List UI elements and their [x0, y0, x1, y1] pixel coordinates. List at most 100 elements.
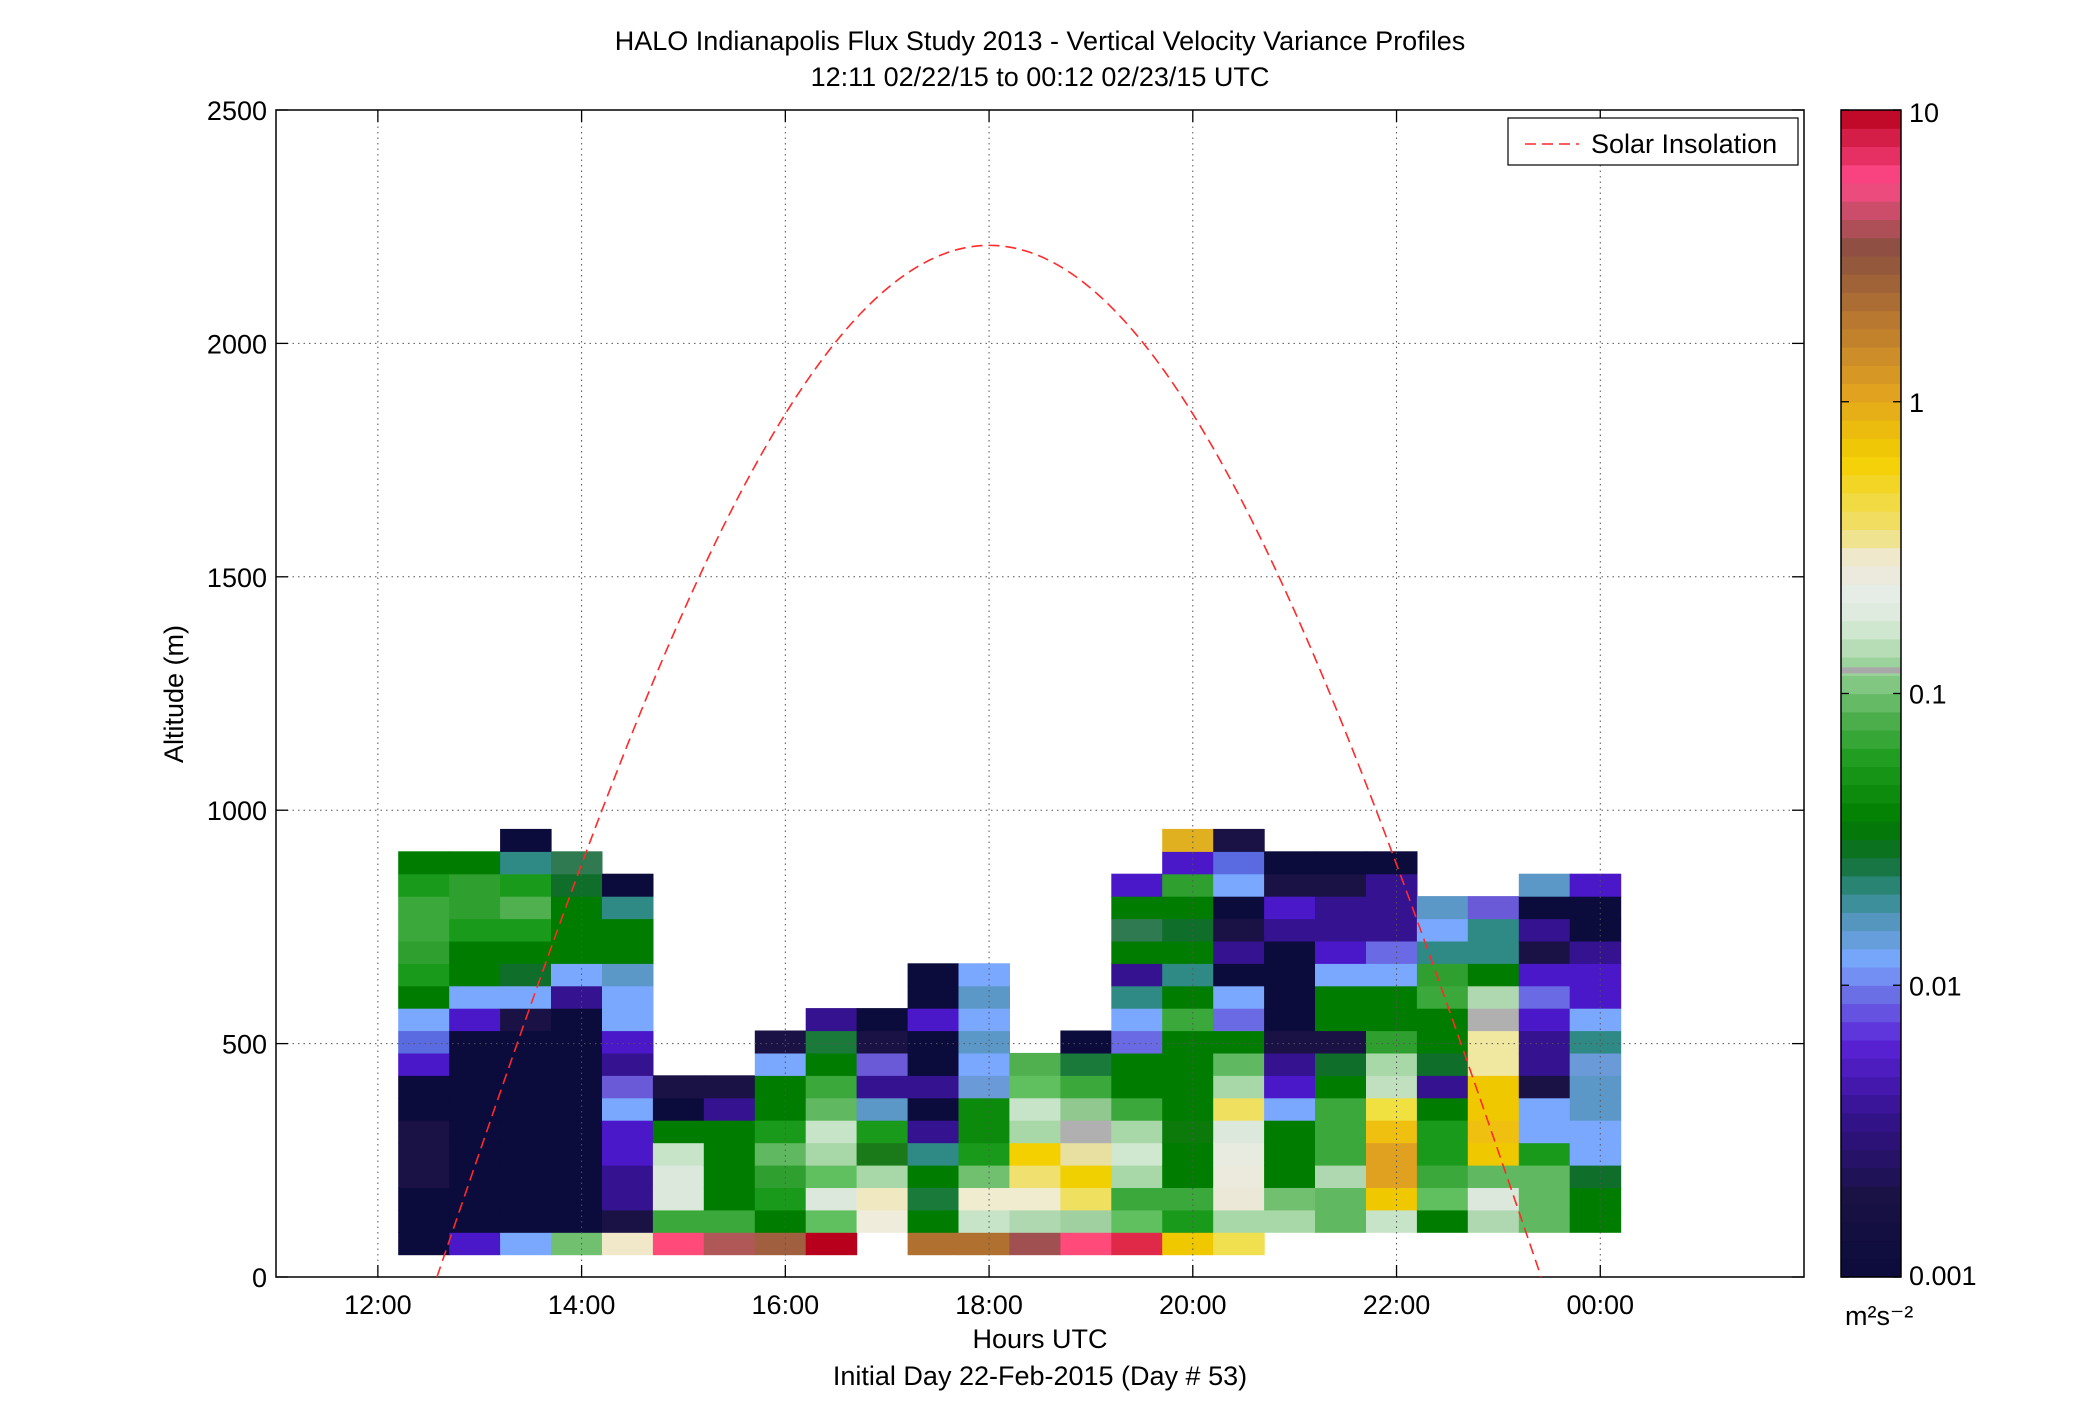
- heatmap-cell: [449, 873, 501, 897]
- heatmap-cell: [1569, 1052, 1622, 1076]
- heatmap-cell: [500, 896, 552, 920]
- heatmap-cell: [1366, 1165, 1418, 1188]
- heatmap-cell: [652, 1209, 705, 1233]
- colorbar-tick-label: 1: [1909, 388, 1924, 418]
- heatmap-cell: [1162, 1030, 1214, 1054]
- colorbar-segment: [1841, 985, 1901, 1005]
- heatmap-cell: [805, 1075, 858, 1099]
- colorbar-segment: [1841, 310, 1901, 330]
- heatmap-cell: [1518, 1142, 1571, 1166]
- heatmap-cell: [1569, 1209, 1622, 1233]
- heatmap-cell: [1518, 1209, 1571, 1233]
- heatmap-cell: [856, 1187, 909, 1211]
- colorbar-segment: [1841, 675, 1901, 695]
- heatmap-cell: [1111, 1075, 1163, 1099]
- heatmap-cell: [551, 1209, 603, 1233]
- heatmap-cell: [703, 1232, 756, 1256]
- heatmap-cell: [1416, 940, 1469, 964]
- heatmap-cell: [958, 1008, 1010, 1032]
- heatmap-cell: [1366, 896, 1418, 920]
- heatmap-cell: [500, 1075, 552, 1099]
- solar-insolation-line: [436, 244, 1542, 1278]
- heatmap-cell: [754, 1075, 807, 1099]
- colorbar-segment: [1841, 1112, 1901, 1132]
- heatmap-cell: [754, 1052, 807, 1076]
- heatmap-cell: [1366, 1030, 1418, 1054]
- heatmap-cell: [907, 1209, 960, 1233]
- colorbar-segment: [1841, 1167, 1901, 1187]
- heatmap-cell: [1366, 985, 1418, 1009]
- heatmap-cell: [907, 1008, 960, 1032]
- heatmap-cell: [754, 1209, 807, 1233]
- heatmap-cell: [1213, 1075, 1265, 1099]
- heatmap-cell: [1162, 1075, 1214, 1099]
- heatmap-cell: [958, 985, 1010, 1009]
- x-tick-label: 00:00: [1566, 1290, 1634, 1320]
- heatmap-cell: [602, 985, 654, 1009]
- heatmap-cell: [398, 1187, 450, 1211]
- heatmap-cell: [1264, 940, 1316, 964]
- heatmap-cell: [907, 1232, 960, 1256]
- heatmap-cell: [1162, 985, 1214, 1009]
- heatmap-cell: [1111, 1142, 1163, 1166]
- colorbar-segment: [1841, 529, 1901, 549]
- heatmap-cell: [856, 1075, 909, 1099]
- heatmap-cell: [398, 851, 450, 875]
- heatmap-cell: [551, 896, 603, 920]
- heatmap-cell: [1467, 1165, 1520, 1188]
- heatmap-cell: [1518, 1165, 1571, 1188]
- y-axis-label: Altitude (m): [159, 625, 189, 763]
- heatmap-cell: [449, 1187, 501, 1211]
- colorbar-segment: [1841, 967, 1901, 986]
- colorbar-segment: [1841, 1039, 1901, 1059]
- colorbar-segment: [1841, 784, 1901, 804]
- heatmap-cell: [958, 1075, 1010, 1099]
- heatmap-cell: [398, 1120, 450, 1144]
- heatmap-cell: [754, 1142, 807, 1166]
- heatmap-cell: [1162, 940, 1214, 964]
- heatmap-cell: [703, 1209, 756, 1233]
- heatmap-cell: [1416, 1209, 1469, 1233]
- heatmap-cell: [1315, 1052, 1367, 1076]
- heatmap-cell: [1518, 918, 1571, 942]
- heatmap-cell: [754, 1165, 807, 1188]
- colorbar-segment: [1841, 1076, 1901, 1096]
- heatmap-cell: [1111, 963, 1163, 987]
- heatmap-cell: [805, 1165, 858, 1188]
- heatmap-cell: [1366, 1097, 1418, 1121]
- colorbar-segment: [1841, 930, 1901, 950]
- heatmap-cell: [551, 1187, 603, 1211]
- heatmap-cell: [602, 1142, 654, 1166]
- colorbar-segment: [1841, 875, 1901, 895]
- heatmap-cell: [1162, 1097, 1214, 1121]
- colorbar-segment: [1841, 365, 1901, 385]
- heatmap-cell: [703, 1187, 756, 1211]
- heatmap-cell: [398, 1142, 450, 1166]
- heatmap-cell: [398, 940, 450, 964]
- colorbar-segment: [1841, 182, 1901, 202]
- heatmap-cell: [1315, 1165, 1367, 1188]
- heatmap-cell: [1264, 896, 1316, 920]
- heatmap-cell: [1416, 1165, 1469, 1188]
- heatmap-cell: [602, 1165, 654, 1188]
- heatmap-cell: [1111, 918, 1163, 942]
- heatmap-cell: [1264, 985, 1316, 1009]
- heatmap-cell: [1060, 1187, 1112, 1211]
- heatmap-cell: [1467, 1008, 1520, 1032]
- heatmap-cell: [856, 1165, 909, 1188]
- legend: Solar Insolation: [1507, 117, 1799, 166]
- heatmap-cell: [1366, 1120, 1418, 1144]
- heatmap-cell: [1315, 1209, 1367, 1233]
- heatmap-cell: [1467, 1097, 1520, 1121]
- heatmap-cell: [1264, 918, 1316, 942]
- heatmap-cell: [754, 1120, 807, 1144]
- heatmap-cell: [1111, 1008, 1163, 1032]
- heatmap-cell: [907, 1165, 960, 1188]
- heatmap-cell: [602, 1008, 654, 1032]
- heatmap-cell: [449, 1165, 501, 1188]
- heatmap-cell: [500, 873, 552, 897]
- colorbar-segment: [1841, 492, 1901, 512]
- heatmap-cell: [1366, 1209, 1418, 1233]
- heatmap-cell: [907, 1075, 960, 1099]
- heatmap-cell: [449, 940, 501, 964]
